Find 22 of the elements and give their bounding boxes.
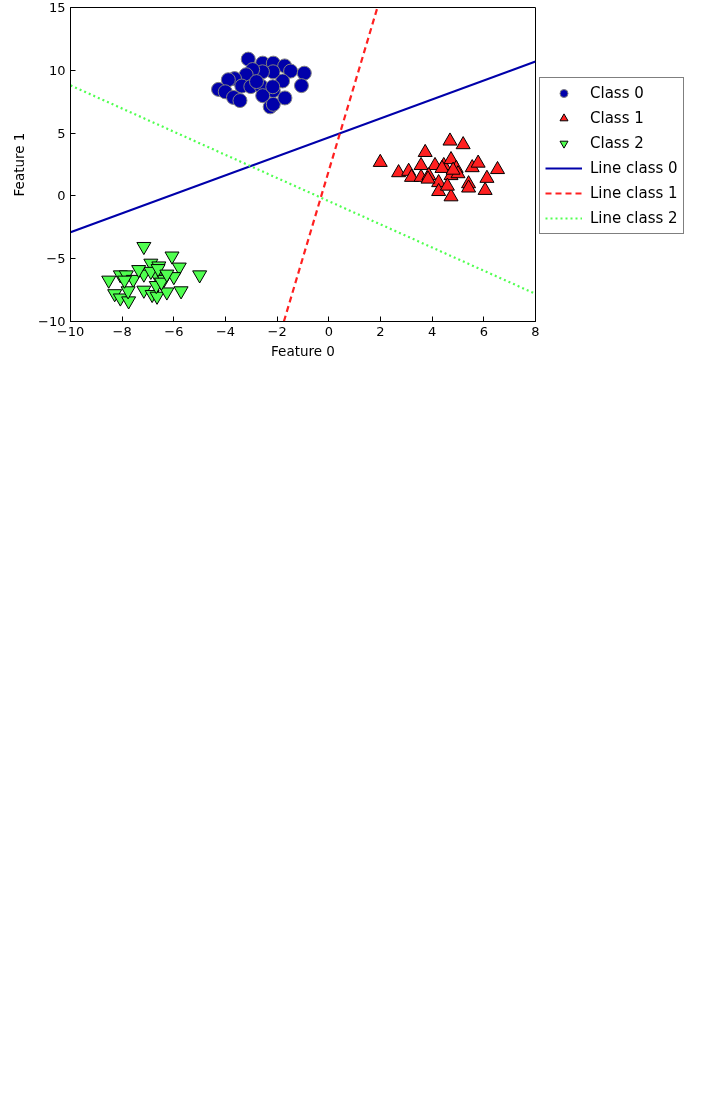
legend-label: Class 0 bbox=[590, 83, 644, 103]
x-tick-label: 0 bbox=[324, 323, 333, 339]
x-tick-label: −2 bbox=[267, 323, 287, 339]
y-tick-label: 10 bbox=[48, 62, 66, 78]
x-tick-label: −4 bbox=[215, 323, 236, 339]
x-tick-label: 8 bbox=[531, 323, 540, 339]
x-tick-label: 4 bbox=[428, 323, 437, 339]
legend-label: Class 2 bbox=[590, 133, 644, 153]
x-axis-title: Feature 0 bbox=[271, 342, 335, 359]
y-tick-label: 5 bbox=[57, 125, 66, 141]
x-tick-label: 6 bbox=[479, 323, 488, 339]
x-tick-label: 2 bbox=[376, 323, 385, 339]
legend-label: Class 1 bbox=[590, 108, 644, 128]
x-tick-label: −6 bbox=[164, 323, 184, 339]
y-tick-label: −5 bbox=[46, 251, 66, 267]
legend-label: Line class 0 bbox=[590, 158, 678, 178]
y-axis-title: Feature 1 bbox=[11, 132, 28, 197]
legend-label: Line class 2 bbox=[590, 208, 678, 228]
x-tick-label: −8 bbox=[112, 323, 132, 339]
y-tick-label: 15 bbox=[48, 0, 66, 15]
y-tick-label: 0 bbox=[57, 188, 66, 204]
legend-label: Line class 1 bbox=[590, 183, 678, 203]
